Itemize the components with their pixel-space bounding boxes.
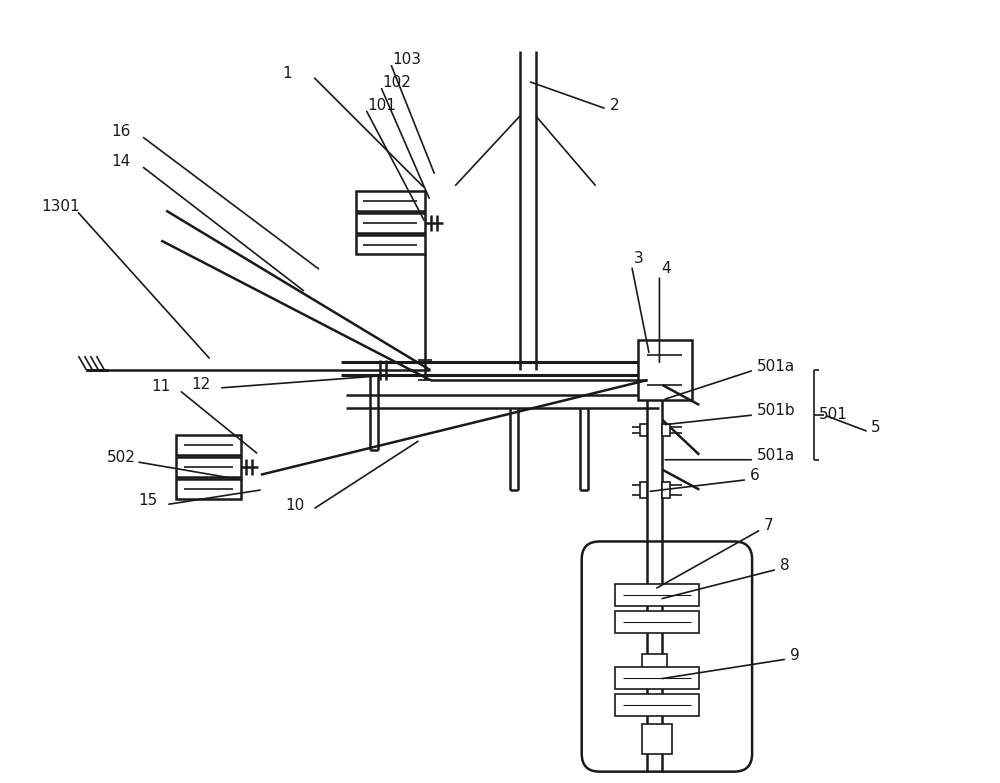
Bar (638, 340, 692, 400)
Text: 1301: 1301 (42, 199, 80, 215)
Text: 15: 15 (138, 493, 158, 508)
Text: 14: 14 (111, 154, 131, 169)
Bar (642, 723, 672, 754)
Bar (640, 482, 647, 498)
Text: 4: 4 (661, 261, 671, 276)
Bar (615, 667, 699, 689)
Bar (662, 482, 670, 498)
Bar (356, 235, 425, 254)
Text: 5: 5 (871, 420, 880, 435)
Bar (615, 584, 699, 606)
Bar (640, 424, 647, 436)
Text: 11: 11 (151, 378, 170, 394)
Text: 7: 7 (764, 518, 774, 533)
Text: 501a: 501a (757, 359, 795, 373)
Bar (176, 478, 241, 499)
Text: 501b: 501b (757, 403, 796, 418)
Text: 103: 103 (392, 52, 421, 67)
Bar (356, 213, 425, 233)
Text: 6: 6 (750, 468, 760, 483)
Bar (642, 654, 667, 676)
Text: 501a: 501a (757, 449, 795, 464)
Text: 12: 12 (191, 377, 210, 392)
Text: 3: 3 (634, 251, 643, 266)
Text: 10: 10 (286, 498, 305, 513)
Text: 501: 501 (819, 407, 848, 422)
Text: 101: 101 (367, 98, 396, 113)
Text: 2: 2 (610, 98, 619, 113)
Bar (356, 191, 425, 211)
Text: 8: 8 (780, 557, 790, 573)
Bar (615, 694, 699, 716)
Bar (662, 424, 670, 436)
Text: 16: 16 (111, 124, 131, 139)
Text: 102: 102 (382, 74, 411, 89)
Text: 1: 1 (283, 66, 292, 81)
Bar (615, 612, 699, 633)
Bar (176, 456, 241, 477)
Bar (176, 435, 241, 455)
Text: 9: 9 (790, 648, 800, 662)
Text: 502: 502 (106, 450, 135, 465)
